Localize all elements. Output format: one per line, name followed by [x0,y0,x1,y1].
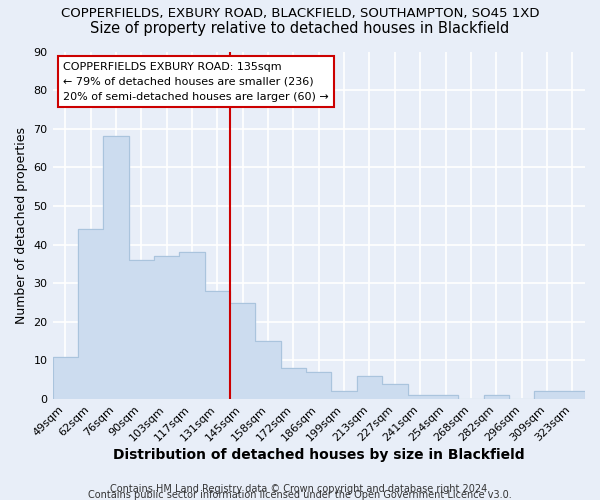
Polygon shape [53,136,585,399]
Text: Contains public sector information licensed under the Open Government Licence v3: Contains public sector information licen… [88,490,512,500]
Y-axis label: Number of detached properties: Number of detached properties [15,127,28,324]
X-axis label: Distribution of detached houses by size in Blackfield: Distribution of detached houses by size … [113,448,524,462]
Text: Size of property relative to detached houses in Blackfield: Size of property relative to detached ho… [91,21,509,36]
Text: Contains HM Land Registry data © Crown copyright and database right 2024.: Contains HM Land Registry data © Crown c… [110,484,490,494]
Text: COPPERFIELDS, EXBURY ROAD, BLACKFIELD, SOUTHAMPTON, SO45 1XD: COPPERFIELDS, EXBURY ROAD, BLACKFIELD, S… [61,8,539,20]
Text: COPPERFIELDS EXBURY ROAD: 135sqm
← 79% of detached houses are smaller (236)
20% : COPPERFIELDS EXBURY ROAD: 135sqm ← 79% o… [63,62,329,102]
